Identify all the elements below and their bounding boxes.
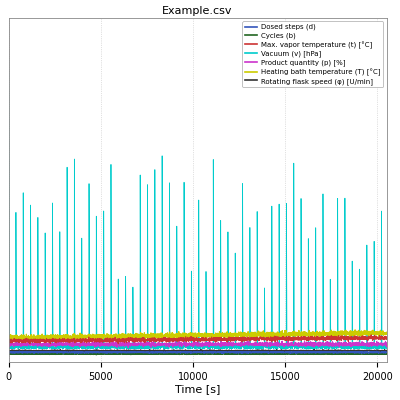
Vacuum (v) [hPa] — [49, 342, 54, 347]
Product quantity (p) [%] — [384, 343, 389, 348]
Dosed steps (d) — [72, 350, 76, 355]
Cycles (b) — [72, 352, 76, 356]
Product quantity (p) [%] — [126, 345, 131, 350]
Line: Product quantity (p) [%]: Product quantity (p) [%] — [9, 340, 387, 348]
Dosed steps (d) — [336, 350, 341, 354]
Dosed steps (d) — [49, 350, 54, 354]
Product quantity (p) [%] — [49, 344, 54, 348]
Dosed steps (d) — [168, 349, 172, 354]
Rotating flask speed (φ) [U/min] — [151, 348, 156, 353]
Cycles (b) — [384, 352, 389, 356]
Dosed steps (d) — [151, 350, 156, 355]
Cycles (b) — [336, 351, 341, 356]
Cycles (b) — [179, 350, 184, 355]
Vacuum (v) [hPa] — [72, 346, 76, 351]
Vacuum (v) [hPa] — [259, 347, 264, 352]
Max. vapor temperature (t) [°C] — [49, 339, 54, 344]
Line: Heating bath temperature (T) [°C]: Heating bath temperature (T) [°C] — [9, 330, 387, 342]
Rotating flask speed (φ) [U/min] — [6, 348, 11, 352]
Vacuum (v) [hPa] — [377, 345, 382, 350]
Heating bath temperature (T) [°C] — [377, 330, 382, 335]
Heating bath temperature (T) [°C] — [72, 334, 77, 339]
Max. vapor temperature (t) [°C] — [369, 332, 374, 337]
Heating bath temperature (T) [°C] — [151, 332, 156, 337]
Vacuum (v) [hPa] — [6, 55, 11, 60]
X-axis label: Time [s]: Time [s] — [175, 384, 220, 394]
Product quantity (p) [%] — [377, 342, 382, 347]
Legend: Dosed steps (d), Cycles (b), Max. vapor temperature (t) [°C], Vacuum (v) [hPa], : Dosed steps (d), Cycles (b), Max. vapor … — [242, 21, 383, 88]
Dosed steps (d) — [6, 350, 11, 355]
Product quantity (p) [%] — [72, 340, 77, 345]
Cycles (b) — [6, 352, 11, 356]
Max. vapor temperature (t) [°C] — [6, 337, 11, 342]
Cycles (b) — [377, 352, 382, 356]
Rotating flask speed (φ) [U/min] — [190, 350, 195, 354]
Rotating flask speed (φ) [U/min] — [72, 348, 76, 353]
Heating bath temperature (T) [°C] — [384, 332, 389, 337]
Max. vapor temperature (t) [°C] — [116, 341, 121, 346]
Vacuum (v) [hPa] — [168, 344, 172, 349]
Max. vapor temperature (t) [°C] — [384, 334, 389, 339]
Line: Vacuum (v) [hPa]: Vacuum (v) [hPa] — [9, 58, 387, 349]
Line: Rotating flask speed (φ) [U/min]: Rotating flask speed (φ) [U/min] — [9, 350, 387, 352]
Product quantity (p) [%] — [336, 342, 341, 347]
Rotating flask speed (φ) [U/min] — [49, 349, 54, 354]
Dosed steps (d) — [384, 350, 389, 355]
Heating bath temperature (T) [°C] — [41, 339, 46, 344]
Heating bath temperature (T) [°C] — [353, 328, 358, 332]
Max. vapor temperature (t) [°C] — [336, 334, 341, 339]
Dosed steps (d) — [219, 351, 224, 356]
Rotating flask speed (φ) [U/min] — [377, 348, 382, 353]
Vacuum (v) [hPa] — [336, 345, 341, 350]
Product quantity (p) [%] — [168, 341, 173, 346]
Max. vapor temperature (t) [°C] — [72, 336, 76, 341]
Cycles (b) — [151, 351, 156, 356]
Vacuum (v) [hPa] — [384, 346, 389, 350]
Heating bath temperature (T) [°C] — [6, 336, 11, 341]
Product quantity (p) [%] — [72, 338, 76, 342]
Cycles (b) — [168, 351, 172, 356]
Cycles (b) — [49, 352, 54, 356]
Max. vapor temperature (t) [°C] — [377, 334, 382, 339]
Rotating flask speed (φ) [U/min] — [168, 348, 172, 353]
Dosed steps (d) — [377, 350, 382, 355]
Line: Max. vapor temperature (t) [°C]: Max. vapor temperature (t) [°C] — [9, 335, 387, 344]
Line: Cycles (b): Cycles (b) — [9, 353, 387, 355]
Max. vapor temperature (t) [°C] — [168, 337, 172, 342]
Rotating flask speed (φ) [U/min] — [274, 347, 279, 352]
Rotating flask speed (φ) [U/min] — [384, 349, 389, 354]
Title: Example.csv: Example.csv — [162, 6, 233, 16]
Line: Dosed steps (d): Dosed steps (d) — [9, 351, 387, 353]
Vacuum (v) [hPa] — [151, 342, 156, 347]
Heating bath temperature (T) [°C] — [50, 334, 54, 339]
Rotating flask speed (φ) [U/min] — [336, 348, 341, 353]
Heating bath temperature (T) [°C] — [168, 335, 172, 340]
Cycles (b) — [94, 352, 99, 357]
Product quantity (p) [%] — [6, 344, 11, 348]
Product quantity (p) [%] — [152, 343, 156, 348]
Dosed steps (d) — [374, 349, 379, 354]
Max. vapor temperature (t) [°C] — [151, 339, 156, 344]
Heating bath temperature (T) [°C] — [336, 333, 341, 338]
